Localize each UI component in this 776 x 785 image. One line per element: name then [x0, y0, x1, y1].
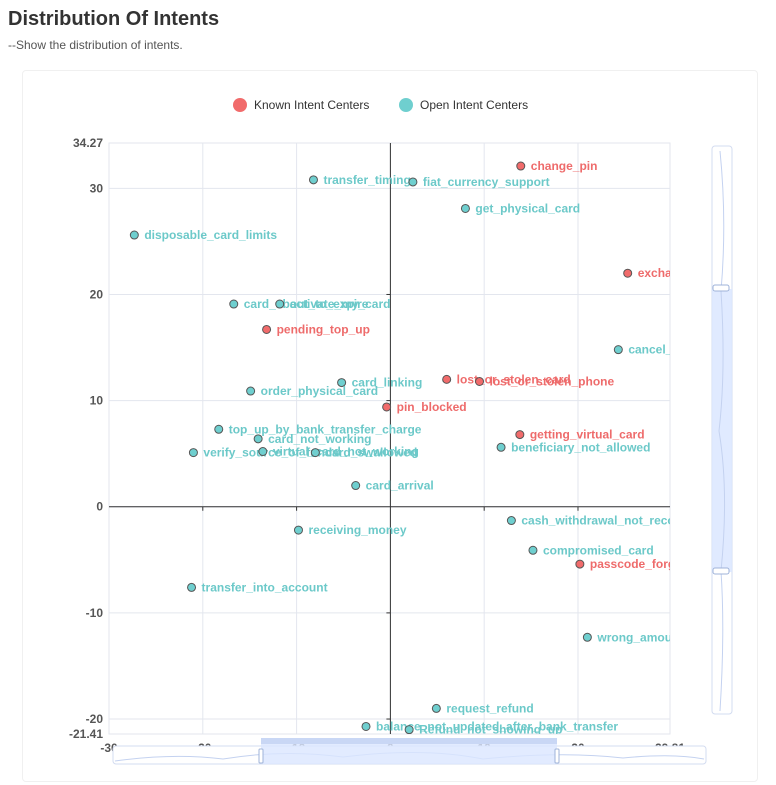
points-clip-group: change_pin exchange_via_app pending_top_up…: [129, 159, 757, 737]
data-point[interactable]: [293, 525, 303, 535]
data-point[interactable]: [310, 448, 320, 458]
data-point-label: compromised_card: [543, 543, 654, 557]
data-point[interactable]: [258, 447, 268, 457]
data-point-label: pin_blocked: [397, 400, 467, 414]
data-point[interactable]: [515, 430, 525, 440]
axes: [109, 143, 670, 734]
data-point[interactable]: [129, 230, 139, 240]
y-tick-label: -10: [86, 606, 104, 620]
data-point-label: get_physical_card: [475, 201, 580, 215]
data-point-label: pending_top_up: [277, 322, 370, 336]
chart-panel: Known Intent Centers Open Intent Centers …: [22, 70, 758, 782]
y-zoom-slider[interactable]: [711, 145, 733, 715]
data-point-label: cancel_transfer: [628, 343, 717, 357]
data-point[interactable]: [188, 448, 198, 458]
y-zoom-handle-top[interactable]: [712, 284, 730, 292]
data-point[interactable]: [506, 516, 516, 526]
data-point[interactable]: [623, 268, 633, 278]
legend-marker: [233, 98, 247, 112]
data-point[interactable]: [613, 345, 623, 355]
data-point-label: fiat_currency_support: [423, 175, 550, 189]
y-tick-label: -21.41: [69, 727, 103, 741]
data-point-label: card_linking: [352, 376, 423, 390]
data-point[interactable]: [253, 434, 263, 444]
data-point[interactable]: [262, 324, 272, 334]
data-point[interactable]: [275, 299, 285, 309]
data-point-label: wrong_amount_of_cash_received: [596, 630, 757, 644]
y-zoom-handle-bottom[interactable]: [712, 567, 730, 575]
data-point[interactable]: [442, 374, 452, 384]
data-point[interactable]: [474, 377, 484, 387]
y-tick-label: 20: [90, 287, 104, 301]
y-tick-label: 34.27: [73, 136, 103, 150]
data-point-label: activate_my_card: [290, 297, 391, 311]
data-point[interactable]: [431, 703, 441, 713]
data-point[interactable]: [404, 725, 414, 734]
data-point-label: transfer_into_account: [202, 580, 328, 594]
y-tick-label: -20: [86, 712, 104, 726]
data-point-label: lost_or_stolen_card: [457, 372, 571, 386]
x-zoom-handle-right[interactable]: [554, 748, 560, 764]
data-point-label: cash_withdrawal_not_recognised: [521, 514, 713, 528]
data-point-label: virtual_card_not_working: [273, 445, 419, 459]
y-tick-label: 0: [96, 500, 103, 514]
data-point-label: order_physical_card: [261, 384, 378, 398]
data-point[interactable]: [496, 442, 506, 452]
y-tick-label: 10: [90, 394, 104, 408]
data-point-label: beneficiary_not_allowed: [511, 440, 650, 454]
legend-marker: [399, 98, 413, 112]
data-point[interactable]: [214, 424, 224, 434]
y-tick-label: 30: [90, 181, 104, 195]
page-subtitle: --Show the distribution of intents.: [8, 38, 183, 52]
data-point[interactable]: [582, 632, 592, 642]
data-point[interactable]: [351, 481, 361, 491]
data-point-label: top_up_by_bank_transfer_charge: [229, 422, 422, 436]
data-point-label: lost_or_stolen_phone: [489, 375, 614, 389]
data-point[interactable]: [408, 177, 418, 187]
data-point-label: change_pin: [531, 159, 598, 173]
x-zoom-handle-left[interactable]: [258, 748, 264, 764]
data-point-label: card_not_working: [268, 432, 371, 446]
data-point[interactable]: [382, 402, 392, 412]
data-point-label: Refund_not_showing_up: [419, 723, 562, 737]
legend-label: Open Intent Centers: [420, 98, 528, 112]
data-point[interactable]: [187, 582, 197, 592]
legend: Known Intent Centers Open Intent Centers: [233, 98, 528, 112]
data-point-label: exchange_via_app: [638, 266, 745, 280]
data-point-label: passcode_forgotten: [590, 557, 705, 571]
data-point-label: getting_virtual_card: [530, 428, 645, 442]
data-point[interactable]: [229, 299, 239, 309]
data-point[interactable]: [516, 161, 526, 171]
data-point-label: card_swallowed: [325, 446, 417, 460]
legend-item[interactable]: Known Intent Centers: [233, 98, 369, 112]
data-point[interactable]: [337, 378, 347, 388]
x-zoom-slider[interactable]: [112, 738, 707, 765]
scatter-chart: Known Intent Centers Open Intent Centers …: [69, 98, 757, 765]
data-point-label: card_about_to_expire: [244, 297, 369, 311]
legend-label: Known Intent Centers: [254, 98, 369, 112]
data-point-label: request_refund: [446, 701, 533, 715]
data-point[interactable]: [246, 386, 256, 396]
data-point-label: card_arrival: [366, 479, 434, 493]
data-point[interactable]: [528, 545, 538, 555]
data-point[interactable]: [308, 175, 318, 185]
data-point-label: receiving_money: [308, 523, 406, 537]
data-point-label: transfer_timing: [323, 173, 410, 187]
data-point-label: verify_source_of_funds: [203, 446, 339, 460]
page-title: Distribution Of Intents: [8, 8, 220, 30]
legend-item[interactable]: Open Intent Centers: [399, 98, 528, 112]
data-point[interactable]: [460, 203, 470, 213]
data-point[interactable]: [575, 559, 585, 569]
data-point[interactable]: [361, 721, 371, 731]
data-points: change_pin exchange_via_app pending_top_up…: [129, 159, 757, 737]
data-point-label: balance_not_updated_after_bank_transfer: [376, 719, 618, 733]
data-point-label: disposable_card_limits: [144, 228, 277, 242]
